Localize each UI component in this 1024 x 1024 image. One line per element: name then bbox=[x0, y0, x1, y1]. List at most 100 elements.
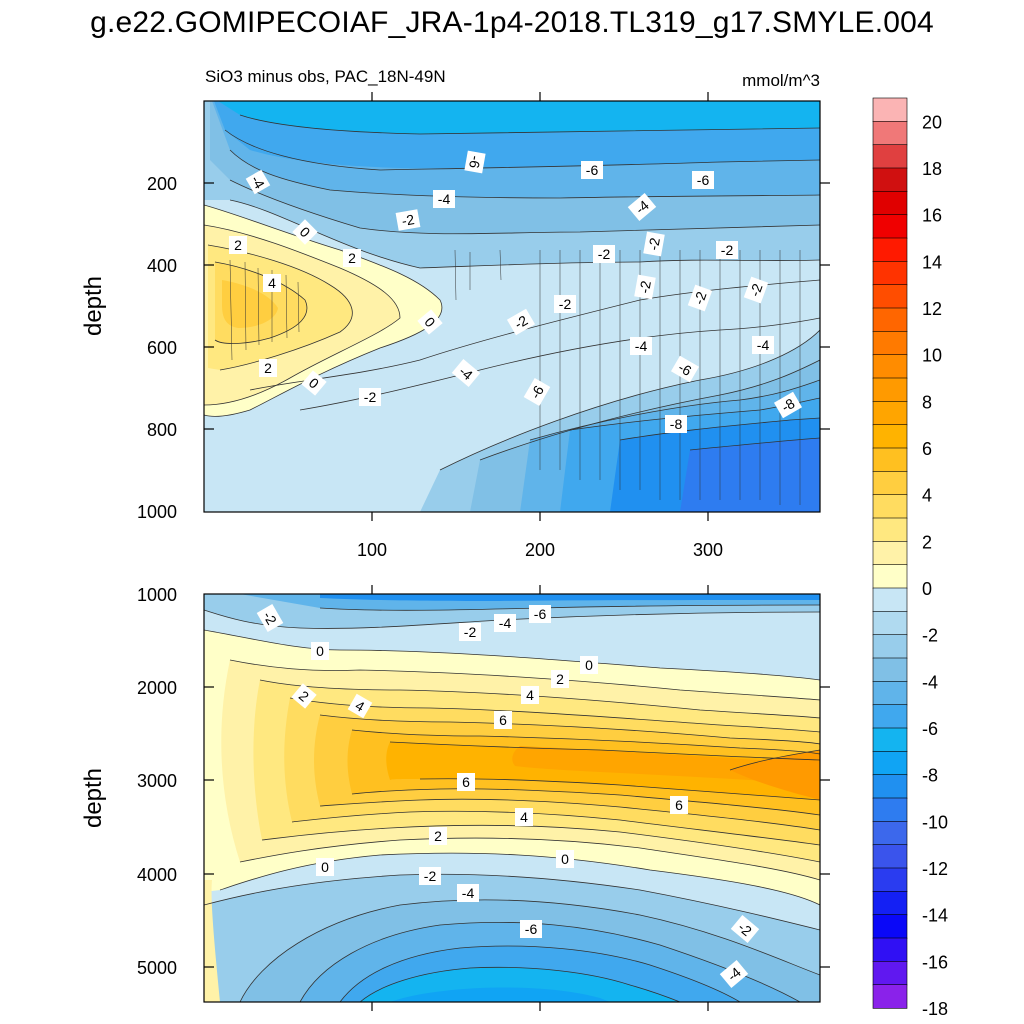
top-contour-label: 2 bbox=[234, 237, 242, 253]
bottom-contour-labels: -2 0 -2 -4 -6 0 2 2 4 4 6 6 6 2 4 0 -2 0… bbox=[256, 603, 760, 988]
colorbar-box bbox=[872, 937, 908, 963]
colorbar-box bbox=[872, 961, 908, 986]
bottom-contour-label: 0 bbox=[561, 851, 569, 867]
top-y-tick-label: 200 bbox=[147, 174, 177, 194]
top-y-tick-label: 400 bbox=[147, 256, 177, 276]
colorbar-box bbox=[872, 727, 908, 753]
bottom-contour-field bbox=[204, 594, 820, 1002]
colorbar-label: 12 bbox=[922, 299, 942, 319]
bottom-panel: -2 0 -2 -4 -6 0 2 2 4 4 6 6 6 2 4 0 -2 0… bbox=[80, 585, 830, 1011]
colorbar-box bbox=[872, 774, 908, 799]
colorbar-box bbox=[872, 844, 908, 869]
colorbar-box bbox=[872, 97, 908, 123]
top-contour-label: -4 bbox=[757, 337, 770, 353]
top-y-tick-label: 600 bbox=[147, 338, 177, 358]
colorbar-label: -12 bbox=[922, 859, 948, 879]
bottom-y-tick-label: 4000 bbox=[137, 865, 177, 885]
top-contour-label: -6 bbox=[586, 162, 599, 178]
top-y-axis-title: depth bbox=[80, 276, 107, 336]
colorbar-label: 0 bbox=[922, 579, 932, 599]
colorbar-box bbox=[872, 237, 908, 263]
colorbar-box bbox=[872, 191, 908, 216]
top-subtitle: SiO3 minus obs, PAC_18N-49N bbox=[205, 67, 446, 86]
colorbar-box bbox=[872, 634, 908, 659]
bottom-contour-label: -2 bbox=[464, 624, 477, 640]
top-y-tick-label: 800 bbox=[147, 420, 177, 440]
top-contour-labels: -4 0 2 4 2 0 2 -6 -4 -2 -6 -6 -4 -2 -2 -… bbox=[229, 150, 803, 433]
colorbar-box bbox=[872, 121, 908, 146]
colorbar-box bbox=[872, 424, 908, 449]
colorbar-box bbox=[872, 984, 908, 1009]
bottom-contour-label: 6 bbox=[499, 712, 507, 728]
top-y-tick-label: 1000 bbox=[137, 502, 177, 522]
top-contour-label: -2 bbox=[645, 236, 663, 251]
colorbar-box bbox=[872, 471, 908, 496]
colorbar-label: 4 bbox=[922, 486, 932, 506]
colorbar-box bbox=[872, 821, 908, 846]
colorbar-box bbox=[872, 914, 908, 939]
figure-title: g.e22.GOMIPECOIAF_JRA-1p4-2018.TL319_g17… bbox=[90, 6, 934, 39]
bottom-contour-label: -4 bbox=[499, 615, 512, 631]
colorbar-box bbox=[872, 331, 908, 356]
bottom-contour-label: -6 bbox=[534, 606, 547, 622]
colorbar-box bbox=[872, 377, 908, 403]
colorbar-labels: 20181614121086420-2-4-6-8-10-12-14-16-18… bbox=[922, 112, 948, 1019]
top-contour-label: -2 bbox=[400, 211, 415, 229]
top-x-tick-label: 200 bbox=[525, 540, 555, 560]
bottom-contour-label: 4 bbox=[526, 687, 534, 703]
colorbar-box bbox=[872, 751, 908, 776]
colorbar-box bbox=[872, 284, 908, 309]
colorbar-label: 16 bbox=[922, 206, 942, 226]
bottom-contour-label: -2 bbox=[424, 868, 437, 884]
top-contour-label: -2 bbox=[721, 242, 734, 258]
top-contour-label: -8 bbox=[670, 416, 683, 432]
colorbar-label: -16 bbox=[922, 952, 948, 972]
bottom-contour-label: 6 bbox=[675, 797, 683, 813]
top-contour-label: -2 bbox=[598, 246, 611, 262]
colorbar-label: -2 bbox=[922, 626, 938, 646]
colorbar-box bbox=[872, 144, 908, 169]
bottom-contour-label: 4 bbox=[520, 809, 528, 825]
top-contour-label: -2 bbox=[364, 389, 377, 405]
top-contour-label: -2 bbox=[636, 279, 654, 294]
bottom-axis-ticks bbox=[204, 585, 830, 1011]
bottom-contour-label: -6 bbox=[525, 921, 538, 937]
top-contour-label: -2 bbox=[559, 296, 572, 312]
colorbar-box bbox=[872, 657, 908, 683]
bottom-contour-label: 6 bbox=[462, 774, 470, 790]
top-units: mmol/m^3 bbox=[742, 71, 820, 90]
top-contour-label: 2 bbox=[348, 250, 356, 266]
top-contour-field bbox=[204, 101, 820, 512]
bottom-y-tick-label: 2000 bbox=[137, 678, 177, 698]
bottom-y-tick-label: 1000 bbox=[137, 585, 177, 605]
colorbar-box bbox=[872, 797, 908, 823]
colorbar-box bbox=[872, 564, 908, 589]
top-contour-label: 2 bbox=[264, 360, 272, 376]
colorbar-label: -18 bbox=[922, 999, 948, 1019]
colorbar-box bbox=[872, 681, 908, 706]
colorbar-box bbox=[872, 401, 908, 426]
colorbar-box bbox=[872, 587, 908, 613]
colorbar-label: 14 bbox=[922, 252, 942, 272]
top-axis-ticks bbox=[204, 92, 830, 521]
colorbar-label: 10 bbox=[922, 346, 942, 366]
top-contour-label: -4 bbox=[635, 338, 648, 354]
bottom-y-axis-title: depth bbox=[80, 768, 107, 828]
colorbar-box bbox=[872, 354, 908, 379]
top-panel: SiO3 minus obs, PAC_18N-49N mmol/m^3 bbox=[80, 67, 830, 560]
colorbar-label: -8 bbox=[922, 766, 938, 786]
colorbar-box bbox=[872, 494, 908, 519]
colorbar-label: 20 bbox=[922, 112, 942, 132]
bottom-contour-label: 0 bbox=[316, 643, 324, 659]
colorbar-box bbox=[872, 167, 908, 193]
colorbar bbox=[872, 97, 908, 1009]
colorbar-label: -10 bbox=[922, 812, 948, 832]
top-contour-label: -2 bbox=[690, 289, 709, 306]
colorbar-label: 18 bbox=[922, 159, 942, 179]
colorbar-box bbox=[872, 517, 908, 543]
bottom-contour-label: 0 bbox=[585, 657, 593, 673]
colorbar-box bbox=[872, 447, 908, 473]
top-contour-label: -4 bbox=[438, 191, 451, 207]
bottom-contour-label: -4 bbox=[462, 885, 475, 901]
